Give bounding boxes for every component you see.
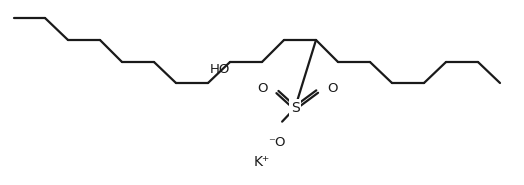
Text: K⁺: K⁺ (254, 155, 270, 169)
Text: ⁻O: ⁻O (268, 136, 286, 149)
Text: O: O (257, 82, 268, 95)
Text: O: O (327, 82, 337, 95)
Text: HO: HO (210, 63, 231, 76)
Text: S: S (291, 101, 299, 115)
